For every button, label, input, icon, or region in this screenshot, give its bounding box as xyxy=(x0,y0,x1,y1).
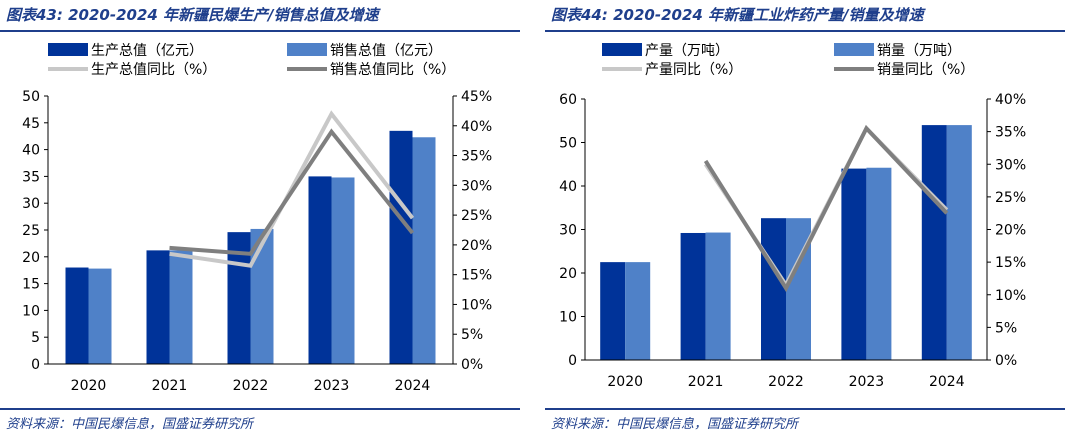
y-tick-label: 10 xyxy=(559,310,577,326)
chart-panel-left: 图表43: 2020-2024 年新疆民爆生产/销售总值及增速 生产总值（亿元）… xyxy=(0,0,525,442)
y-tick-label: 50 xyxy=(559,136,577,152)
legend-swatch xyxy=(834,43,874,56)
legend-label: 生产总值（亿元） xyxy=(91,43,203,59)
bar xyxy=(841,168,867,360)
chart-title: 图表43: 2020-2024 年新疆民爆生产/销售总值及增速 xyxy=(6,6,379,24)
y-tick-label: 0 xyxy=(31,357,40,373)
title-rule xyxy=(545,30,1065,32)
bar xyxy=(250,228,274,364)
y-tick-label: 0 xyxy=(568,353,577,369)
legend-label: 销量同比（%） xyxy=(877,62,974,78)
y2-tick-label: 25% xyxy=(995,190,1026,206)
bar xyxy=(680,232,706,360)
series-line xyxy=(703,124,949,293)
y2-tick-label: 15% xyxy=(995,255,1026,271)
y-tick-label: 60 xyxy=(559,92,577,108)
y2-tick-label: 35% xyxy=(995,125,1026,141)
bar xyxy=(88,268,112,364)
bar xyxy=(705,232,731,360)
x-tick-label: 2024 xyxy=(395,378,431,394)
bar xyxy=(331,177,355,364)
x-tick-label: 2023 xyxy=(314,378,350,394)
legend-swatch xyxy=(48,43,88,56)
source-note: 资料来源：中国民爆信息，国盛证券研究所 xyxy=(551,417,799,432)
bar xyxy=(921,125,947,360)
y-tick-label: 25 xyxy=(22,223,40,239)
y2-tick-label: 20% xyxy=(461,238,492,254)
chart-title: 图表44: 2020-2024 年新疆工业炸药产量/销量及增速 xyxy=(551,6,924,24)
legend-label: 销售总值同比（%） xyxy=(330,62,455,78)
y-tick-label: 30 xyxy=(22,196,40,212)
x-tick-label: 2020 xyxy=(71,378,107,394)
y-tick-label: 35 xyxy=(22,169,40,185)
legend-label: 生产总值同比（%） xyxy=(91,62,216,78)
x-tick-label: 2024 xyxy=(929,374,965,390)
y-tick-label: 15 xyxy=(22,277,40,293)
y2-tick-label: 45% xyxy=(461,89,492,105)
y-tick-label: 10 xyxy=(22,303,40,319)
bar xyxy=(600,262,626,360)
x-tick-label: 2022 xyxy=(233,378,269,394)
source-rule xyxy=(545,408,1065,410)
y2-tick-label: 10% xyxy=(995,288,1026,304)
bar xyxy=(866,167,892,360)
x-tick-label: 2022 xyxy=(768,374,804,390)
y2-tick-label: 5% xyxy=(461,327,483,343)
y2-tick-label: 40% xyxy=(461,119,492,135)
bar xyxy=(761,218,786,360)
x-tick-label: 2023 xyxy=(849,374,885,390)
y2-tick-label: 25% xyxy=(461,208,492,224)
y-tick-label: 30 xyxy=(559,223,577,239)
bar xyxy=(169,250,193,364)
source-note: 资料来源：中国民爆信息，国盛证券研究所 xyxy=(6,417,254,432)
chart-canvas-left: 生产总值（亿元） 销售总值（亿元）生产总值同比（%） 销售总值同比（%）2020 20… xyxy=(22,43,492,394)
y2-tick-label: 5% xyxy=(995,320,1017,336)
y-tick-label: 20 xyxy=(22,250,40,266)
legend-label: 产量同比（%） xyxy=(645,62,742,78)
legend-label: 销售总值（亿元） xyxy=(330,43,442,59)
y2-tick-label: 30% xyxy=(461,178,492,194)
y-tick-label: 50 xyxy=(22,89,40,105)
y-tick-label: 20 xyxy=(559,266,577,282)
legend-label: 销量（万吨） xyxy=(877,43,961,59)
y-tick-label: 5 xyxy=(31,330,40,346)
legend-swatch xyxy=(287,43,327,56)
bar xyxy=(146,250,170,364)
y2-tick-label: 15% xyxy=(461,268,492,284)
y2-tick-label: 35% xyxy=(461,149,492,165)
y2-tick-label: 20% xyxy=(995,223,1026,239)
y-tick-label: 40 xyxy=(22,143,40,159)
y2-tick-label: 40% xyxy=(995,92,1026,108)
y2-tick-label: 0% xyxy=(995,353,1017,369)
bar xyxy=(946,125,972,360)
source-rule xyxy=(0,408,520,410)
bar xyxy=(412,137,436,364)
chart-canvas-right: 产量（万吨） 销量（万吨） 产量同比（%） 销量同比（%） 2020 2021 2022 20… xyxy=(559,43,1026,390)
legend-label: 产量（万吨） xyxy=(645,43,729,59)
x-tick-label: 2021 xyxy=(152,378,188,394)
chart-panel-right: 图表44: 2020-2024 年新疆工业炸药产量/销量及增速 产量（万吨） 销量… xyxy=(545,0,1070,442)
y2-tick-label: 0% xyxy=(461,357,483,373)
x-tick-label: 2021 xyxy=(688,374,724,390)
title-rule xyxy=(0,30,520,32)
y-tick-label: 45 xyxy=(22,116,40,132)
series-line xyxy=(169,128,415,256)
bar xyxy=(65,267,89,364)
bar xyxy=(389,130,413,364)
y2-tick-label: 10% xyxy=(461,297,492,313)
bar xyxy=(308,176,332,364)
bar xyxy=(625,262,651,360)
legend-swatch xyxy=(602,43,642,56)
y2-tick-label: 30% xyxy=(995,157,1026,173)
x-tick-label: 2020 xyxy=(607,374,643,390)
y-tick-label: 40 xyxy=(559,179,577,195)
